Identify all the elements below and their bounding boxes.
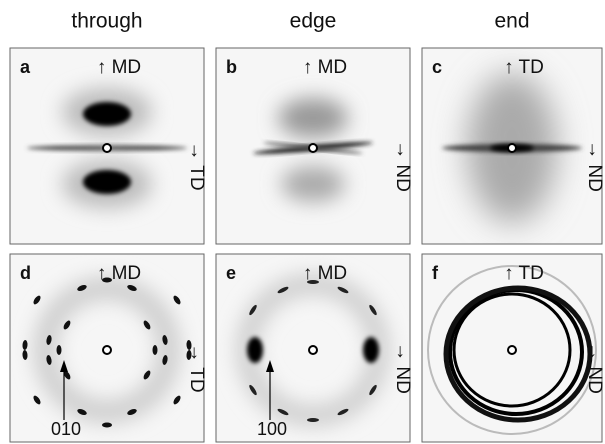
panel-letter: b bbox=[226, 57, 237, 77]
beam-stop bbox=[103, 144, 111, 152]
halo bbox=[278, 98, 348, 138]
annotation: 010 bbox=[51, 419, 81, 439]
beam-stop bbox=[103, 346, 111, 354]
top-label: ↑ MD bbox=[303, 57, 347, 78]
beam-stop bbox=[508, 144, 516, 152]
beam-stop bbox=[309, 346, 317, 354]
panel-letter: a bbox=[20, 57, 31, 77]
side-label: → ND bbox=[584, 342, 605, 394]
top-label: ↑ TD bbox=[504, 57, 544, 78]
column-header: edge bbox=[290, 10, 337, 33]
panel-letter: d bbox=[20, 263, 31, 283]
side-label: → ND bbox=[584, 140, 605, 192]
beam-stop bbox=[508, 346, 516, 354]
reflection bbox=[83, 170, 131, 194]
top-label: ↑ TD bbox=[504, 263, 544, 284]
panel-letter: e bbox=[226, 263, 236, 283]
reflection bbox=[363, 337, 379, 363]
side-label: → TD bbox=[186, 141, 207, 190]
column-header: end bbox=[494, 10, 529, 33]
reflection bbox=[247, 337, 263, 363]
annotation: 100 bbox=[257, 419, 287, 439]
spot bbox=[102, 422, 112, 427]
top-label: ↑ MD bbox=[97, 263, 141, 284]
spot bbox=[153, 345, 158, 355]
spot bbox=[56, 345, 61, 355]
side-label: → TD bbox=[186, 343, 207, 392]
panel-letter: c bbox=[432, 57, 442, 77]
halo bbox=[281, 166, 345, 202]
column-header: through bbox=[71, 10, 142, 33]
top-label: ↑ MD bbox=[303, 263, 347, 284]
top-label: ↑ MD bbox=[97, 57, 141, 78]
side-label: → ND bbox=[392, 342, 413, 394]
spot bbox=[307, 418, 319, 422]
side-label: → ND bbox=[392, 140, 413, 192]
beam-stop bbox=[309, 144, 317, 152]
reflection bbox=[83, 102, 131, 126]
figure: through edge end a ↑ MD → TD b ↑ MD → ND c ↑ TD → N… bbox=[0, 0, 605, 444]
panel-letter: f bbox=[432, 263, 439, 283]
